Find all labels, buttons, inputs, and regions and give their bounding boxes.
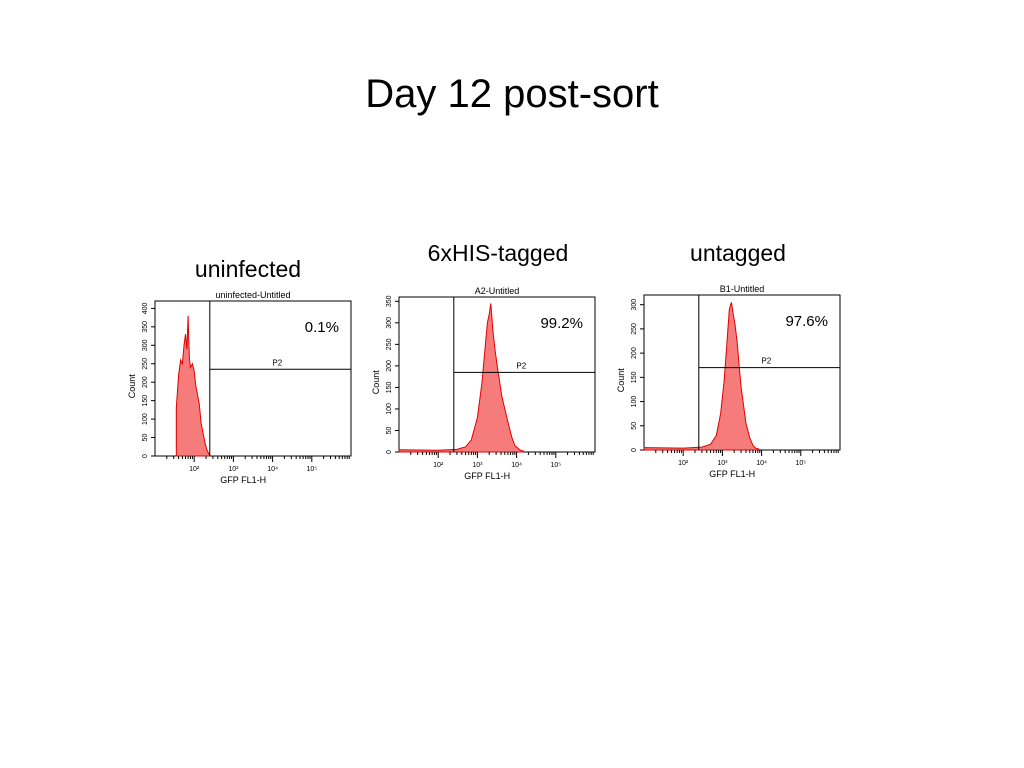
y-tick-label: 350: [142, 321, 149, 333]
histogram-area: [643, 302, 760, 451]
x-axis-label: GFP FL1-H: [464, 471, 510, 481]
y-tick-label: 250: [386, 338, 393, 350]
y-tick-label: 200: [631, 347, 638, 359]
y-tick-label: 150: [631, 371, 638, 383]
y-tick-label: 50: [631, 422, 638, 430]
y-tick-label: 150: [142, 395, 149, 407]
percent-label: 0.1%: [305, 319, 339, 336]
group-label-untagged: untagged: [690, 240, 786, 266]
y-tick-label: 200: [142, 376, 149, 388]
x-tick-label: 10⁴: [267, 466, 278, 473]
percent-label: 99.2%: [540, 315, 583, 332]
x-tick-label: 10⁴: [756, 460, 767, 467]
gate-label: P2: [516, 361, 526, 370]
gate-label: P2: [272, 358, 282, 367]
x-axis-label: GFP FL1-H: [220, 475, 266, 485]
y-tick-label: 100: [142, 413, 149, 425]
y-axis-label: Count: [616, 368, 626, 393]
slide-title: Day 12 post-sort: [365, 72, 659, 116]
x-tick-label: 10³: [472, 462, 483, 469]
histogram-untagged: P2 B1-Untitled 97.6% 0 50 100 150 200 250 300 Coun…: [616, 284, 841, 479]
y-tick-label: 300: [631, 299, 638, 311]
x-tick-label: 10³: [717, 460, 728, 467]
y-tick-label: 50: [142, 434, 149, 442]
gate-label: P2: [761, 357, 771, 366]
x-tick-label: 10³: [228, 466, 239, 473]
x-tick-label: 10²: [433, 462, 444, 469]
y-tick-label: 0: [631, 448, 638, 452]
y-axis-label: Count: [127, 374, 137, 399]
plot-title: A2-Untitled: [475, 286, 520, 296]
y-tick-label: 0: [386, 450, 393, 454]
x-tick-label: 10⁵: [306, 466, 317, 473]
y-tick-label: 300: [386, 317, 393, 329]
y-axis-label: Count: [371, 370, 381, 395]
plot-title: uninfected-Untitled: [215, 290, 290, 300]
y-tick-label: 300: [142, 339, 149, 351]
y-tick-label: 150: [386, 381, 393, 393]
x-tick-label: 10⁵: [550, 462, 561, 469]
histogram-uninfected: P2 uninfected-Untitled 0.1% 0 50 100 150 200 250…: [127, 290, 352, 485]
x-tick-label: 10⁴: [511, 462, 522, 469]
y-tick-label: 400: [142, 302, 149, 314]
y-tick-label: 350: [386, 295, 393, 307]
y-tick-label: 0: [142, 454, 149, 458]
y-tick-label: 100: [631, 396, 638, 408]
y-tick-label: 50: [386, 426, 393, 434]
y-tick-label: 250: [142, 358, 149, 370]
y-tick-label: 200: [386, 360, 393, 372]
x-axis-label: GFP FL1-H: [709, 469, 755, 479]
x-tick-label: 10⁵: [795, 460, 806, 467]
histogram-area: [398, 303, 524, 453]
y-tick-label: 100: [386, 403, 393, 415]
x-tick-label: 10²: [189, 466, 200, 473]
percent-label: 97.6%: [785, 313, 828, 330]
plot-title: B1-Untitled: [720, 284, 765, 294]
group-label-6xhis-tagged: 6xHIS-tagged: [427, 240, 569, 266]
histogram-area: [175, 315, 211, 457]
group-label-uninfected: uninfected: [194, 256, 302, 282]
y-tick-label: 250: [631, 323, 638, 335]
x-tick-label: 10²: [678, 460, 689, 467]
histogram-6xhis-tagged: P2 A2-Untitled 99.2% 0 50 100 150 200 250 300 350 C…: [371, 286, 596, 481]
